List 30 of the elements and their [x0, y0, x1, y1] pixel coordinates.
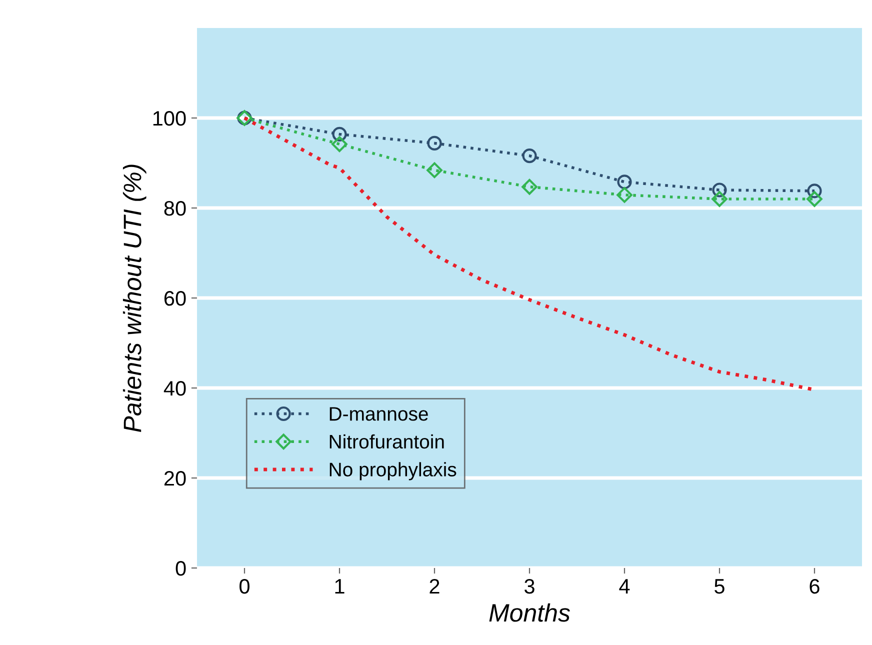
legend-label: No prophylaxis [330, 462, 456, 480]
point [426, 162, 442, 178]
point [712, 191, 728, 207]
x-tick-label: 1 [335, 579, 344, 594]
y-tick-label: 80 [164, 201, 186, 216]
x-tick-label: 3 [524, 578, 534, 594]
y-tick-label: 40 [164, 381, 186, 396]
y-tick-label: 60 [164, 291, 186, 306]
point [712, 182, 727, 198]
x-tick-label: 6 [810, 578, 820, 594]
x-axis-title: Months [489, 603, 570, 622]
point [522, 178, 538, 195]
x-tick-label: 0 [240, 578, 250, 594]
point [807, 184, 822, 198]
x-tick-label: 4 [619, 579, 630, 594]
y-axis-title: Patients without UTI (%) [122, 164, 146, 432]
x-tick-label: 2 [430, 578, 440, 594]
y-tick-label: 20 [164, 471, 186, 486]
point [427, 136, 442, 150]
legend-label: Nitrofurantoin [330, 434, 444, 449]
legend-label: D-mannose [330, 407, 428, 421]
point [617, 174, 632, 190]
point [616, 187, 632, 203]
point [332, 136, 348, 152]
y-tick-label: 0 [176, 561, 186, 576]
point [806, 191, 822, 207]
x-tick-label: 5 [714, 579, 724, 594]
point [522, 148, 537, 164]
point [332, 126, 347, 142]
y-tick-label: 100 [153, 111, 186, 126]
